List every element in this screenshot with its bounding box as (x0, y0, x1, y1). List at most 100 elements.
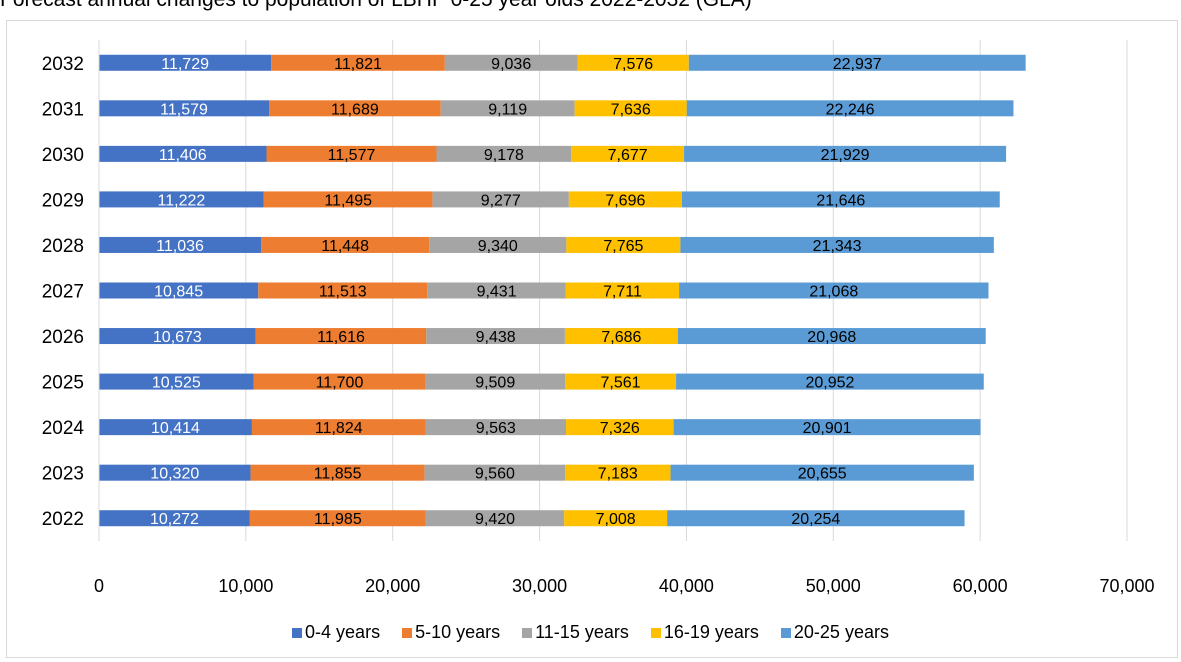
bar-segment (99, 282, 259, 299)
bar-data-label: 20,968 (807, 329, 856, 346)
legend-item: 11-15 years (522, 622, 629, 643)
bar-data-label: 11,855 (314, 466, 362, 483)
bar-segment (249, 510, 426, 527)
bar-segment (677, 328, 986, 345)
bar-data-label: 11,689 (331, 101, 379, 118)
bar-segment (424, 464, 566, 481)
bar-segment (429, 236, 567, 253)
bar-data-label: 10,414 (151, 420, 200, 437)
x-tick-label: 0 (94, 576, 104, 596)
bar-segment (566, 419, 674, 436)
bar-data-label: 11,579 (160, 101, 208, 118)
bar-data-label: 11,222 (158, 192, 206, 209)
bar-segment (565, 282, 680, 299)
bar-data-label: 9,119 (488, 101, 527, 118)
bar-segment (680, 236, 994, 253)
bar-segment (258, 282, 428, 299)
bar-segment (99, 419, 252, 436)
bar-data-label: 9,277 (481, 192, 521, 209)
bar-data-label: 7,636 (611, 101, 651, 118)
bar-segment (99, 145, 267, 162)
bar-segment (427, 282, 566, 299)
y-tick-label: 2030 (42, 145, 84, 166)
bar-data-label: 7,561 (601, 375, 641, 392)
chart-frame (6, 20, 1178, 658)
bar-segment (564, 510, 668, 527)
legend-item: 5-10 years (402, 622, 500, 643)
bar-data-label: 11,577 (328, 147, 376, 164)
bar-segment (99, 373, 254, 390)
bar-data-label: 9,509 (475, 375, 515, 392)
bar-segment (571, 145, 685, 162)
bar-segment (679, 282, 989, 299)
y-tick-label: 2022 (42, 509, 84, 530)
bar-segment (444, 54, 578, 71)
bar-segment (426, 328, 565, 345)
bar-data-label: 10,272 (150, 511, 199, 528)
legend-swatch (522, 627, 533, 638)
bar-segment (253, 373, 426, 390)
bar-segment (250, 464, 425, 481)
bar-data-label: 11,513 (319, 284, 367, 301)
bar-segment (425, 373, 566, 390)
bar-segment (577, 54, 689, 71)
legend-label: 16-19 years (663, 622, 759, 642)
bar-segment (261, 236, 430, 253)
bar-data-label: 7,686 (601, 329, 641, 346)
bar-segment (99, 464, 251, 481)
bar-segment (436, 145, 572, 162)
x-tick-label: 20,000 (365, 576, 420, 596)
bar-data-label: 11,824 (315, 420, 363, 437)
bar-segment (99, 510, 250, 527)
bar-data-label: 9,431 (477, 284, 517, 301)
chart-legend: 0-4 years 5-10 years 11-15 years 16-19 year… (0, 622, 1181, 643)
bar-data-label: 9,420 (475, 511, 515, 528)
legend-swatch (402, 627, 413, 638)
bar-data-label: 7,008 (596, 511, 636, 528)
x-tick-label: 30,000 (512, 576, 567, 596)
bar-data-label: 11,495 (324, 192, 372, 209)
bar-segment (263, 191, 433, 208)
bar-data-label: 21,068 (809, 284, 858, 301)
bar-segment (686, 100, 1014, 117)
bar-data-label: 7,711 (603, 284, 642, 301)
x-tick-label: 60,000 (953, 576, 1008, 596)
bar-segment (99, 191, 264, 208)
bar-data-label: 21,646 (816, 192, 865, 209)
bar-segment (425, 419, 567, 436)
bar-segment (673, 419, 981, 436)
bar-data-label: 9,036 (491, 56, 531, 73)
legend-label: 11-15 years (535, 622, 629, 642)
y-tick-label: 2024 (42, 418, 85, 439)
bar-segment (676, 373, 984, 390)
bar-segment (99, 100, 270, 117)
legend-label: 0-4 years (305, 622, 381, 642)
bar-data-label: 20,952 (805, 375, 854, 392)
y-tick-label: 2026 (42, 327, 84, 348)
bar-data-label: 10,320 (150, 466, 199, 483)
y-tick-label: 2028 (42, 236, 84, 257)
bar-segment (99, 236, 262, 253)
bar-data-label: 11,616 (317, 329, 365, 346)
bar-data-label: 22,937 (833, 56, 882, 73)
bar-data-label: 9,178 (484, 147, 524, 164)
bar-data-label: 9,340 (478, 238, 518, 255)
bar-data-label: 11,821 (334, 56, 382, 73)
bar-segment (684, 145, 1007, 162)
bar-data-label: 20,254 (791, 511, 840, 528)
bar-data-label: 21,929 (821, 147, 870, 164)
bar-data-label: 10,845 (154, 284, 203, 301)
bar-data-label: 9,438 (476, 329, 516, 346)
x-tick-label: 40,000 (659, 576, 714, 596)
bar-data-label: 11,406 (159, 147, 207, 164)
bar-segment (568, 191, 682, 208)
bar-segment (432, 191, 569, 208)
x-tick-label: 70,000 (1099, 576, 1154, 596)
bar-data-label: 7,677 (608, 147, 648, 164)
bar-data-label: 20,655 (798, 466, 847, 483)
bar-data-label: 7,696 (605, 192, 645, 209)
bar-segment (269, 100, 441, 117)
bar-segment (99, 328, 256, 345)
y-tick-label: 2027 (42, 282, 84, 303)
